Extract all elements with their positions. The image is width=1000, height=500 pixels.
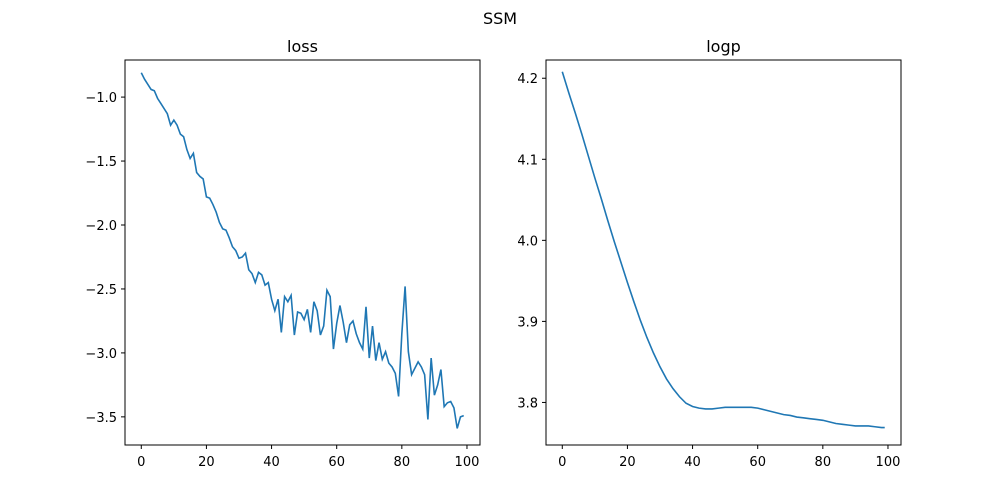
logp-x-tick-label: 100 bbox=[876, 455, 901, 470]
loss-chart-title: loss bbox=[287, 37, 318, 56]
logp-x-axis: 0 20 40 60 80 100 bbox=[558, 445, 900, 470]
loss-x-tick-label: 80 bbox=[394, 455, 411, 470]
logp-x-tick-label: 0 bbox=[558, 455, 566, 470]
logp-x-tick-label: 20 bbox=[619, 455, 636, 470]
loss-y-tick-label: −1.5 bbox=[85, 155, 117, 170]
logp-chart: logp 0 20 40 60 80 100 3.8 3.9 4.0 4.1 4.2 bbox=[517, 37, 902, 470]
logp-y-tick-label: 4.1 bbox=[517, 153, 538, 168]
figure-title: SSM bbox=[483, 9, 517, 28]
loss-x-tick-label: 0 bbox=[137, 455, 145, 470]
loss-y-axis: −3.5 −3.0 −2.5 −2.0 −1.5 −1.0 bbox=[85, 91, 125, 426]
logp-y-tick-label: 3.9 bbox=[517, 315, 538, 330]
loss-y-tick-label: −2.5 bbox=[85, 283, 117, 298]
logp-chart-title: logp bbox=[706, 37, 741, 56]
logp-y-axis: 3.8 3.9 4.0 4.1 4.2 bbox=[517, 72, 546, 411]
loss-x-axis: 0 20 40 60 80 100 bbox=[137, 445, 479, 470]
loss-x-tick-label: 40 bbox=[263, 455, 280, 470]
logp-series-line bbox=[561, 71, 885, 429]
logp-y-tick-label: 4.0 bbox=[517, 234, 538, 249]
logp-x-tick-label: 60 bbox=[749, 455, 766, 470]
loss-y-tick-label: −3.5 bbox=[85, 411, 117, 426]
loss-y-tick-label: −2.0 bbox=[85, 219, 117, 234]
loss-series-line bbox=[140, 72, 465, 429]
loss-y-tick-label: −3.0 bbox=[85, 347, 117, 362]
loss-x-tick-label: 20 bbox=[198, 455, 215, 470]
logp-y-tick-label: 4.2 bbox=[517, 72, 538, 87]
loss-chart-frame bbox=[124, 59, 481, 446]
logp-x-tick-label: 80 bbox=[815, 455, 832, 470]
loss-x-tick-label: 100 bbox=[455, 455, 480, 470]
logp-chart-frame bbox=[545, 59, 902, 446]
loss-chart: loss 0 20 40 60 80 100 −3.5 −3.0 −2.5 −2.0 −1.5 −1… bbox=[85, 37, 481, 470]
loss-y-tick-label: −1.0 bbox=[85, 91, 117, 106]
loss-x-tick-label: 60 bbox=[328, 455, 345, 470]
logp-y-tick-label: 3.8 bbox=[517, 396, 538, 411]
logp-x-tick-label: 40 bbox=[684, 455, 701, 470]
